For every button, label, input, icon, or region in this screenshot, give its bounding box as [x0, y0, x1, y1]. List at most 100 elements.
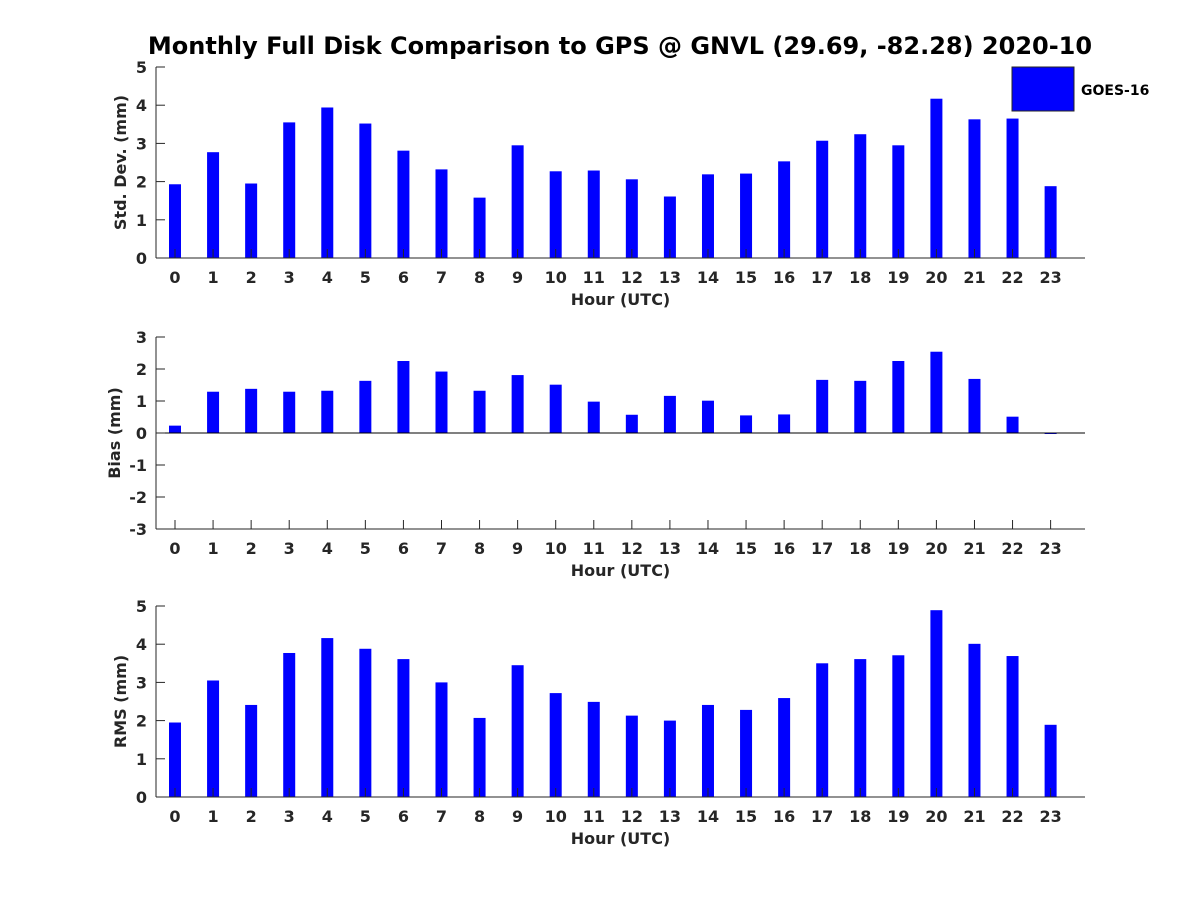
rms-x-tick-label: 5: [360, 807, 371, 826]
std-dev-bar-hour-17: [816, 140, 829, 258]
std-dev-bar-hour-22: [1006, 118, 1019, 258]
bias-x-tick-label: 1: [207, 539, 218, 558]
rms-bar-hour-15: [740, 709, 753, 797]
bias-bar-hour-9: [511, 375, 524, 433]
rms-y-tick-label: 5: [136, 597, 147, 616]
rms-bar-hour-8: [473, 717, 486, 797]
rms-x-tick-label: 16: [773, 807, 795, 826]
rms-bar-hour-0: [169, 722, 181, 797]
std-dev-y-tick-label: 2: [136, 173, 147, 192]
std-dev-bar-hour-16: [778, 161, 791, 258]
rms-bar-hour-23: [1044, 724, 1057, 797]
std-dev-bar-hour-19: [892, 145, 905, 258]
bias-bar-hour-2: [245, 388, 258, 433]
rms-y-axis-label: RMS (mm): [111, 655, 130, 748]
rms-x-tick-label: 17: [811, 807, 833, 826]
std-dev-bar-hour-12: [625, 179, 638, 258]
bias-x-tick-label: 0: [169, 539, 180, 558]
std-dev-x-tick-label: 16: [773, 268, 795, 287]
std-dev-x-tick-label: 2: [246, 268, 257, 287]
std-dev-bar-hour-15: [740, 173, 753, 258]
rms-x-tick-label: 18: [849, 807, 871, 826]
rms-bar-hour-18: [854, 659, 867, 797]
rms-bar-hour-2: [245, 704, 258, 797]
std-dev-x-tick-label: 15: [735, 268, 757, 287]
std-dev-y-tick-label: 0: [136, 249, 147, 268]
bias-y-tick-label: 2: [136, 360, 147, 379]
bias-x-tick-label: 7: [436, 539, 447, 558]
std-dev-bar-hour-3: [283, 122, 296, 258]
rms-x-axis-label: Hour (UTC): [571, 829, 671, 848]
std-dev-bar-hour-9: [511, 145, 524, 258]
std-dev-bar-hour-10: [549, 171, 562, 258]
rms-x-tick-label: 0: [169, 807, 180, 826]
bias-bar-hour-19: [892, 361, 905, 433]
std-dev-y-axis-label: Std. Dev. (mm): [111, 95, 130, 230]
std-dev-y-tick-label: 1: [136, 211, 147, 230]
bias-x-tick-label: 20: [925, 539, 947, 558]
std-dev-bar-hour-21: [968, 119, 981, 258]
rms-x-tick-label: 4: [322, 807, 333, 826]
bias-x-tick-label: 18: [849, 539, 871, 558]
std-dev-x-tick-label: 0: [169, 268, 180, 287]
std-dev-x-tick-label: 6: [398, 268, 409, 287]
rms-bar-hour-17: [816, 663, 829, 797]
rms-bar-hour-10: [549, 693, 562, 797]
rms-bar-hour-20: [930, 610, 943, 797]
std-dev-bar-hour-11: [587, 170, 600, 258]
bias-bar-hour-7: [435, 371, 448, 433]
std-dev-x-tick-label: 22: [1001, 268, 1023, 287]
std-dev-bar-hour-7: [435, 169, 448, 258]
bias-x-tick-label: 23: [1039, 539, 1061, 558]
std-dev-x-tick-label: 13: [659, 268, 681, 287]
rms-bar-hour-14: [701, 704, 714, 797]
rms-x-tick-label: 1: [207, 807, 218, 826]
std-dev-bar-hour-2: [245, 183, 258, 258]
std-dev-x-tick-label: 3: [284, 268, 295, 287]
std-dev-bar-hour-6: [397, 150, 410, 258]
rms-x-tick-label: 22: [1001, 807, 1023, 826]
std-dev-x-tick-label: 8: [474, 268, 485, 287]
rms-bar-hour-21: [968, 643, 981, 797]
bias-bar-hour-10: [549, 384, 562, 433]
bias-x-tick-label: 19: [887, 539, 909, 558]
std-dev-x-tick-label: 14: [697, 268, 719, 287]
std-dev-bar-hour-8: [473, 197, 486, 258]
bias-bar-hour-4: [321, 390, 334, 433]
rms-bar-hour-1: [207, 680, 220, 797]
legend-label: GOES-16: [1081, 83, 1149, 99]
std-dev-x-tick-label: 7: [436, 268, 447, 287]
legend: GOES-16: [1011, 66, 1149, 112]
std-dev-bar-hour-1: [207, 152, 220, 258]
std-dev-x-tick-label: 1: [207, 268, 218, 287]
bias-bar-hour-5: [359, 380, 372, 433]
bias-bar-hour-18: [854, 380, 867, 433]
rms-bar-hour-3: [283, 652, 296, 797]
bias-x-tick-label: 6: [398, 539, 409, 558]
bias-x-tick-label: 5: [360, 539, 371, 558]
std-dev-x-tick-label: 11: [583, 268, 605, 287]
std-dev-bar-hour-5: [359, 123, 372, 258]
bias-bar-hour-14: [701, 400, 714, 433]
rms-x-tick-label: 21: [963, 807, 985, 826]
std-dev-x-tick-label: 9: [512, 268, 523, 287]
rms-y-tick-label: 4: [136, 635, 147, 654]
bias-bar-hour-3: [283, 391, 296, 433]
rms-x-tick-label: 13: [659, 807, 681, 826]
bias-y-tick-label: 0: [136, 424, 147, 443]
rms-bar-hour-13: [663, 720, 676, 797]
std-dev-bar-hour-20: [930, 98, 943, 259]
bias-bar-hour-1: [207, 391, 220, 433]
bias-x-tick-label: 21: [963, 539, 985, 558]
rms-x-tick-label: 10: [545, 807, 567, 826]
bias-x-tick-label: 16: [773, 539, 795, 558]
bias-bar-hour-22: [1006, 416, 1019, 433]
bias-y-tick-label: -2: [129, 488, 147, 507]
chart-title: Monthly Full Disk Comparison to GPS @ GN…: [148, 32, 1092, 60]
rms-x-tick-label: 12: [621, 807, 643, 826]
bias-bar-hour-0: [169, 425, 181, 433]
bias-x-tick-label: 9: [512, 539, 523, 558]
rms-x-tick-label: 3: [284, 807, 295, 826]
bias-x-tick-label: 11: [583, 539, 605, 558]
std-dev-x-tick-label: 18: [849, 268, 871, 287]
